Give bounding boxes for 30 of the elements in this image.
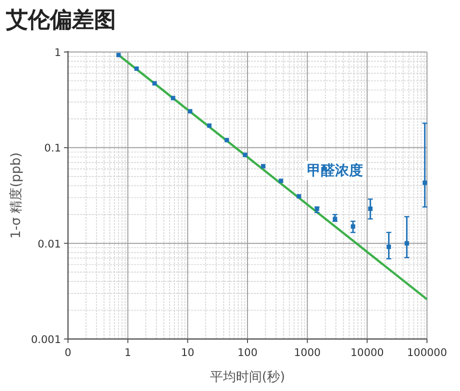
point [261, 164, 266, 168]
point [296, 194, 302, 199]
x-tick-label: 1000 [294, 347, 321, 359]
x-tick-label: 100 [237, 347, 258, 359]
chart-title: 艾伦偏差图 [5, 8, 116, 33]
series-label: 甲醛浓度 [307, 162, 363, 179]
point [422, 180, 428, 185]
point [368, 206, 373, 211]
y-axis-title: 1-σ 精度(ppb) [8, 152, 24, 239]
x-tick-label: 100000 [406, 347, 448, 359]
y-tick-label: 0.001 [30, 334, 61, 346]
x-tick-label: 1 [124, 347, 132, 359]
x-tick-label: 10 [180, 347, 194, 359]
point [386, 244, 392, 249]
y-tick-label: 0.01 [38, 238, 61, 250]
point [116, 52, 121, 58]
x-axis-title: 平均时间(秒) [210, 370, 286, 385]
point [170, 96, 176, 100]
point [207, 123, 212, 128]
point [278, 178, 284, 184]
point [224, 138, 229, 142]
y-tick-label: 0.1 [44, 142, 61, 155]
point [242, 152, 248, 158]
x-tick-label: 0 [64, 347, 72, 359]
point [404, 241, 410, 246]
y-tick-label: 1 [54, 47, 61, 59]
point [152, 81, 157, 86]
point [134, 66, 139, 71]
x-tick-label: 10000 [350, 347, 384, 359]
point [188, 109, 192, 114]
